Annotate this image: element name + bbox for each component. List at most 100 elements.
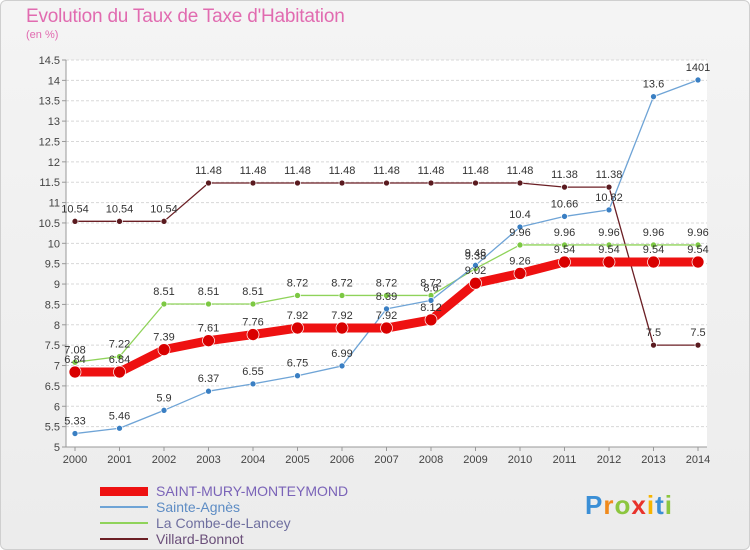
data-point xyxy=(335,321,349,335)
data-label: 9.38 xyxy=(465,251,486,263)
data-label: 9.96 xyxy=(687,227,708,239)
data-label: 7.76 xyxy=(242,317,263,329)
y-tick-label: 7.5 xyxy=(45,340,60,352)
y-tick-label: 14.5 xyxy=(39,55,60,67)
data-point xyxy=(694,241,702,249)
chart-title: Evolution du Taux de Taxe d'Habitation xyxy=(26,6,345,27)
data-label: 11.48 xyxy=(240,165,267,177)
data-label: 6.55 xyxy=(242,366,263,378)
plot-area xyxy=(66,60,707,447)
data-point xyxy=(202,334,215,348)
data-label: 11.48 xyxy=(418,165,445,177)
data-label: 9.46 xyxy=(465,247,486,259)
y-tick-label: 8.5 xyxy=(45,299,60,311)
data-point xyxy=(650,241,657,249)
x-tick-label: 2002 xyxy=(152,454,176,466)
logo-letter: t xyxy=(655,490,665,520)
legend-swatch xyxy=(100,506,148,508)
x-tick-label: 2012 xyxy=(597,454,621,466)
legend-swatch xyxy=(100,538,148,540)
data-label: 9.96 xyxy=(643,227,664,239)
data-point xyxy=(294,179,301,187)
data-label: 9.54 xyxy=(598,244,619,256)
data-label: 10.54 xyxy=(150,203,178,215)
x-tick-label: 2004 xyxy=(241,454,265,466)
data-point xyxy=(294,292,301,299)
y-tick-label: 13 xyxy=(48,116,60,128)
data-point xyxy=(68,365,82,379)
data-point xyxy=(291,321,304,335)
data-label: 9.02 xyxy=(465,265,486,277)
data-point xyxy=(383,292,390,299)
logo-letter: o xyxy=(614,490,632,520)
data-label: 11.48 xyxy=(329,165,356,177)
legend-swatch xyxy=(100,522,148,524)
y-tick-label: 6 xyxy=(54,401,60,413)
data-label: 7.5 xyxy=(690,327,705,339)
data-point xyxy=(205,300,212,308)
data-label: 7.61 xyxy=(198,323,219,335)
data-point xyxy=(691,255,705,269)
data-label: 5.33 xyxy=(64,416,85,428)
data-label: 6.37 xyxy=(198,373,219,385)
data-point xyxy=(383,179,390,187)
data-point xyxy=(605,206,613,214)
x-tick-label: 2000 xyxy=(63,454,87,466)
data-point xyxy=(205,387,212,395)
data-point xyxy=(650,341,657,349)
data-point xyxy=(160,300,168,308)
data-point xyxy=(380,321,393,335)
data-point xyxy=(246,328,260,341)
legend-swatch xyxy=(100,486,148,496)
logo-letter: P xyxy=(585,490,604,520)
x-tick-label: 2014 xyxy=(686,454,710,466)
data-label: 7.39 xyxy=(153,332,174,344)
x-tick-label: 2001 xyxy=(107,454,131,466)
data-label: 8.51 xyxy=(242,286,263,298)
data-label: 9.96 xyxy=(554,227,575,239)
x-tick-label: 2003 xyxy=(196,454,220,466)
data-label: 7.92 xyxy=(376,310,397,322)
data-point xyxy=(650,93,657,101)
data-point xyxy=(160,217,168,225)
legend-label: La Combe-de-Lancey xyxy=(156,515,291,531)
data-point xyxy=(516,179,524,187)
data-point xyxy=(469,276,482,290)
data-label: 11.48 xyxy=(195,165,222,177)
proxiti-logo: Proxiti xyxy=(585,490,673,521)
y-tick-label: 12 xyxy=(48,157,60,169)
data-point xyxy=(427,179,435,187)
legend-label: Villard-Bonnot xyxy=(156,531,244,547)
data-label: 8.12 xyxy=(420,302,441,314)
data-point xyxy=(472,261,479,269)
y-tick-label: 7 xyxy=(54,361,60,373)
y-tick-label: 5 xyxy=(54,442,60,454)
data-label: 7.08 xyxy=(64,344,85,356)
logo-letter: x xyxy=(631,490,647,520)
data-label: 5.46 xyxy=(109,410,130,422)
data-label: 6.75 xyxy=(287,358,308,370)
data-label: 6.84 xyxy=(109,354,130,366)
data-point xyxy=(71,430,79,437)
data-label: 8.72 xyxy=(287,277,308,289)
y-tick-label: 10 xyxy=(48,238,60,250)
data-point xyxy=(427,296,435,304)
data-label: 11.38 xyxy=(596,169,623,181)
data-point xyxy=(338,292,346,299)
data-label: 10.54 xyxy=(61,203,89,215)
data-label: 7.92 xyxy=(287,310,308,322)
data-label: 10.82 xyxy=(595,192,623,204)
data-point xyxy=(383,305,390,313)
y-tick-label: 8 xyxy=(54,320,60,332)
y-tick-label: 14 xyxy=(48,75,60,87)
data-point xyxy=(605,183,613,191)
x-tick-label: 2005 xyxy=(285,454,309,466)
data-point xyxy=(116,353,123,360)
data-point xyxy=(513,267,527,280)
data-point xyxy=(472,179,479,187)
data-label: 9.26 xyxy=(509,255,530,267)
data-label: 9.54 xyxy=(643,244,664,256)
data-point xyxy=(338,179,346,187)
data-point xyxy=(116,424,123,432)
